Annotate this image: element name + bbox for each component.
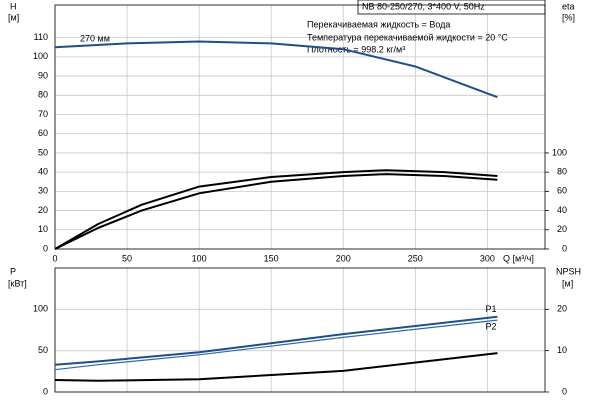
y-tick-label: 40 bbox=[38, 167, 48, 177]
y-tick-label: 100 bbox=[33, 51, 48, 61]
plot-area bbox=[54, 4, 546, 250]
y-tick-label: 0 bbox=[43, 386, 48, 396]
plot-area bbox=[54, 267, 546, 393]
y2-unit: [%] bbox=[562, 12, 575, 22]
y-tick-label: 50 bbox=[38, 147, 48, 157]
curve bbox=[54, 319, 498, 371]
curve bbox=[54, 352, 498, 382]
y-tick-label: 0 bbox=[43, 243, 48, 253]
y-tick-label: 110 bbox=[34, 32, 48, 42]
y2-tick-label: 0 bbox=[562, 386, 567, 396]
annotation: Температура перекачиваемой жидкости = 20… bbox=[307, 32, 508, 42]
series-label: 270 мм bbox=[80, 34, 110, 44]
y-tick-label: 60 bbox=[38, 128, 48, 138]
curve bbox=[54, 315, 498, 366]
y-unit: [кВт] bbox=[8, 278, 27, 288]
y2-tick-label: 10 bbox=[557, 345, 567, 355]
y-tick-label: 20 bbox=[38, 205, 48, 215]
y2-tick-label: 20 bbox=[557, 304, 567, 314]
series-label: P1 bbox=[485, 304, 496, 314]
curve bbox=[54, 40, 498, 99]
curve bbox=[54, 169, 498, 250]
y-tick-label: 10 bbox=[38, 224, 48, 234]
y-label: P bbox=[10, 266, 16, 276]
y-unit: [м] bbox=[8, 12, 19, 22]
y2-tick-label: 100 bbox=[552, 147, 567, 157]
y2-tick-label: 20 bbox=[557, 224, 567, 234]
annotation: Перекачиваемая жидкость = Вода bbox=[307, 19, 450, 29]
y2-tick-label: 40 bbox=[557, 205, 567, 215]
series-label: P2 bbox=[485, 321, 496, 331]
annotation: Плотность = 998.2 кг/м³ bbox=[307, 44, 405, 54]
x-tick-label: 150 bbox=[264, 253, 279, 263]
x-tick-label: 200 bbox=[336, 253, 351, 263]
y2-label: eta bbox=[562, 1, 575, 11]
x-label: Q [м³/ч] bbox=[503, 253, 534, 263]
x-tick-label: 0 bbox=[52, 253, 57, 263]
x-tick-label: 250 bbox=[408, 253, 423, 263]
chart-title: NB 80-250/270, 3*400 V, 50Hz bbox=[362, 1, 485, 11]
y-tick-label: 100 bbox=[33, 304, 48, 314]
y-tick-label: 90 bbox=[38, 70, 48, 80]
y-label: H bbox=[10, 1, 17, 11]
y2-tick-label: 0 bbox=[562, 243, 567, 253]
x-tick-label: 100 bbox=[192, 253, 207, 263]
y-tick-label: 50 bbox=[38, 345, 48, 355]
y-tick-label: 70 bbox=[38, 109, 48, 119]
x-tick-label: 300 bbox=[480, 253, 495, 263]
curve bbox=[54, 173, 498, 250]
y-tick-label: 80 bbox=[38, 90, 48, 100]
y2-label: NPSH bbox=[556, 266, 581, 276]
y-tick-label: 30 bbox=[38, 186, 48, 196]
y2-tick-label: 60 bbox=[557, 186, 567, 196]
x-tick-label: 50 bbox=[122, 253, 132, 263]
y2-unit: [м] bbox=[562, 278, 573, 288]
y2-tick-label: 80 bbox=[557, 167, 567, 177]
